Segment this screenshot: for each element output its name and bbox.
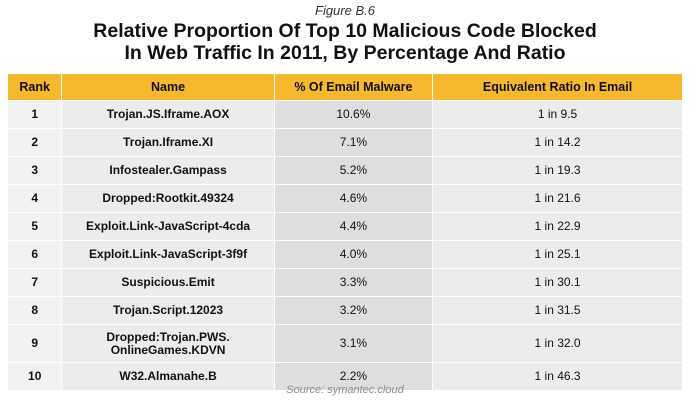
title-line-2: In Web Traffic In 2011, By Percentage An… xyxy=(124,42,566,64)
rank-cell: 3 xyxy=(8,156,63,185)
ratio-cell: 1 in 9.5 xyxy=(432,100,682,129)
table-row: 2 Trojan.Iframe.XI 7.1% 1 in 14.2 xyxy=(8,128,682,157)
table-row: 9 Dropped:Trojan.PWS. OnlineGames.KDVN 3… xyxy=(8,324,682,363)
rank-cell: 8 xyxy=(8,296,63,325)
name-cell: W32.Almanahe.B xyxy=(61,362,275,390)
rank-cell: 4 xyxy=(8,184,63,213)
ratio-cell: 1 in 14.2 xyxy=(432,128,682,157)
pct-cell: 4.4% xyxy=(274,212,434,241)
ratio-cell: 1 in 22.9 xyxy=(432,212,682,241)
pct-cell: 4.0% xyxy=(274,240,434,269)
table-row: 10 W32.Almanahe.B 2.2% 1 in 46.3 xyxy=(8,362,682,390)
name-cell: Trojan.Iframe.XI xyxy=(61,128,275,157)
pct-cell: 7.1% xyxy=(274,128,434,157)
pct-cell: 3.1% xyxy=(274,324,434,363)
figure-label: Figure B.6 xyxy=(315,3,375,18)
pct-cell: 4.6% xyxy=(274,184,434,213)
name-cell: Exploit.Link-JavaScript-4cda xyxy=(61,212,275,241)
ratio-cell: 1 in 46.3 xyxy=(432,362,682,390)
header-rank: Rank xyxy=(8,74,63,101)
table-row: 5 Exploit.Link-JavaScript-4cda 4.4% 1 in… xyxy=(8,212,682,241)
table-title: Relative Proportion Of Top 10 Malicious … xyxy=(0,20,690,64)
pct-cell: 2.2% xyxy=(274,362,434,390)
ratio-cell: 1 in 32.0 xyxy=(432,324,682,363)
name-cell: Trojan.Script.12023 xyxy=(61,296,275,325)
ratio-cell: 1 in 31.5 xyxy=(432,296,682,325)
ratio-cell: 1 in 19.3 xyxy=(432,156,682,185)
ratio-cell: 1 in 21.6 xyxy=(432,184,682,213)
rank-cell: 10 xyxy=(8,362,63,390)
title-line-1: Relative Proportion Of Top 10 Malicious … xyxy=(93,20,597,42)
name-cell: Exploit.Link-JavaScript-3f9f xyxy=(61,240,275,269)
table-row: 4 Dropped:Rootkit.49324 4.6% 1 in 21.6 xyxy=(8,184,682,213)
header-pct: % Of Email Malware xyxy=(274,74,434,101)
ratio-cell: 1 in 30.1 xyxy=(432,268,682,297)
name-line-2: OnlineGames.KDVN xyxy=(110,342,226,357)
name-cell: Trojan.JS.Iframe.AOX xyxy=(61,100,275,129)
rank-cell: 6 xyxy=(8,240,63,269)
source-note: Source: symantec.cloud xyxy=(286,384,404,396)
header-name: Name xyxy=(61,74,275,101)
table-row: 1 Trojan.JS.Iframe.AOX 10.6% 1 in 9.5 xyxy=(8,100,682,129)
ratio-cell: 1 in 25.1 xyxy=(432,240,682,269)
rank-cell: 9 xyxy=(8,324,63,363)
name-cell: Dropped:Rootkit.49324 xyxy=(61,184,275,213)
header-ratio: Equivalent Ratio In Email xyxy=(432,74,682,101)
name-line-1: Dropped:Trojan.PWS. xyxy=(106,329,230,344)
rank-cell: 2 xyxy=(8,128,63,157)
table-row: 6 Exploit.Link-JavaScript-3f9f 4.0% 1 in… xyxy=(8,240,682,269)
table-row: 8 Trojan.Script.12023 3.2% 1 in 31.5 xyxy=(8,296,682,325)
table-header-row: Rank Name % Of Email Malware Equivalent … xyxy=(8,74,682,101)
name-cell: Dropped:Trojan.PWS. OnlineGames.KDVN xyxy=(61,324,275,363)
pct-cell: 10.6% xyxy=(274,100,434,129)
malware-table: Rank Name % Of Email Malware Equivalent … xyxy=(8,74,682,390)
rank-cell: 1 xyxy=(8,100,63,129)
name-cell: Suspicious.Emit xyxy=(61,268,275,297)
name-cell: Infostealer.Gampass xyxy=(61,156,275,185)
pct-cell: 5.2% xyxy=(274,156,434,185)
rank-cell: 5 xyxy=(8,212,63,241)
table-row: 3 Infostealer.Gampass 5.2% 1 in 19.3 xyxy=(8,156,682,185)
rank-cell: 7 xyxy=(8,268,63,297)
pct-cell: 3.2% xyxy=(274,296,434,325)
pct-cell: 3.3% xyxy=(274,268,434,297)
table-row: 7 Suspicious.Emit 3.3% 1 in 30.1 xyxy=(8,268,682,297)
